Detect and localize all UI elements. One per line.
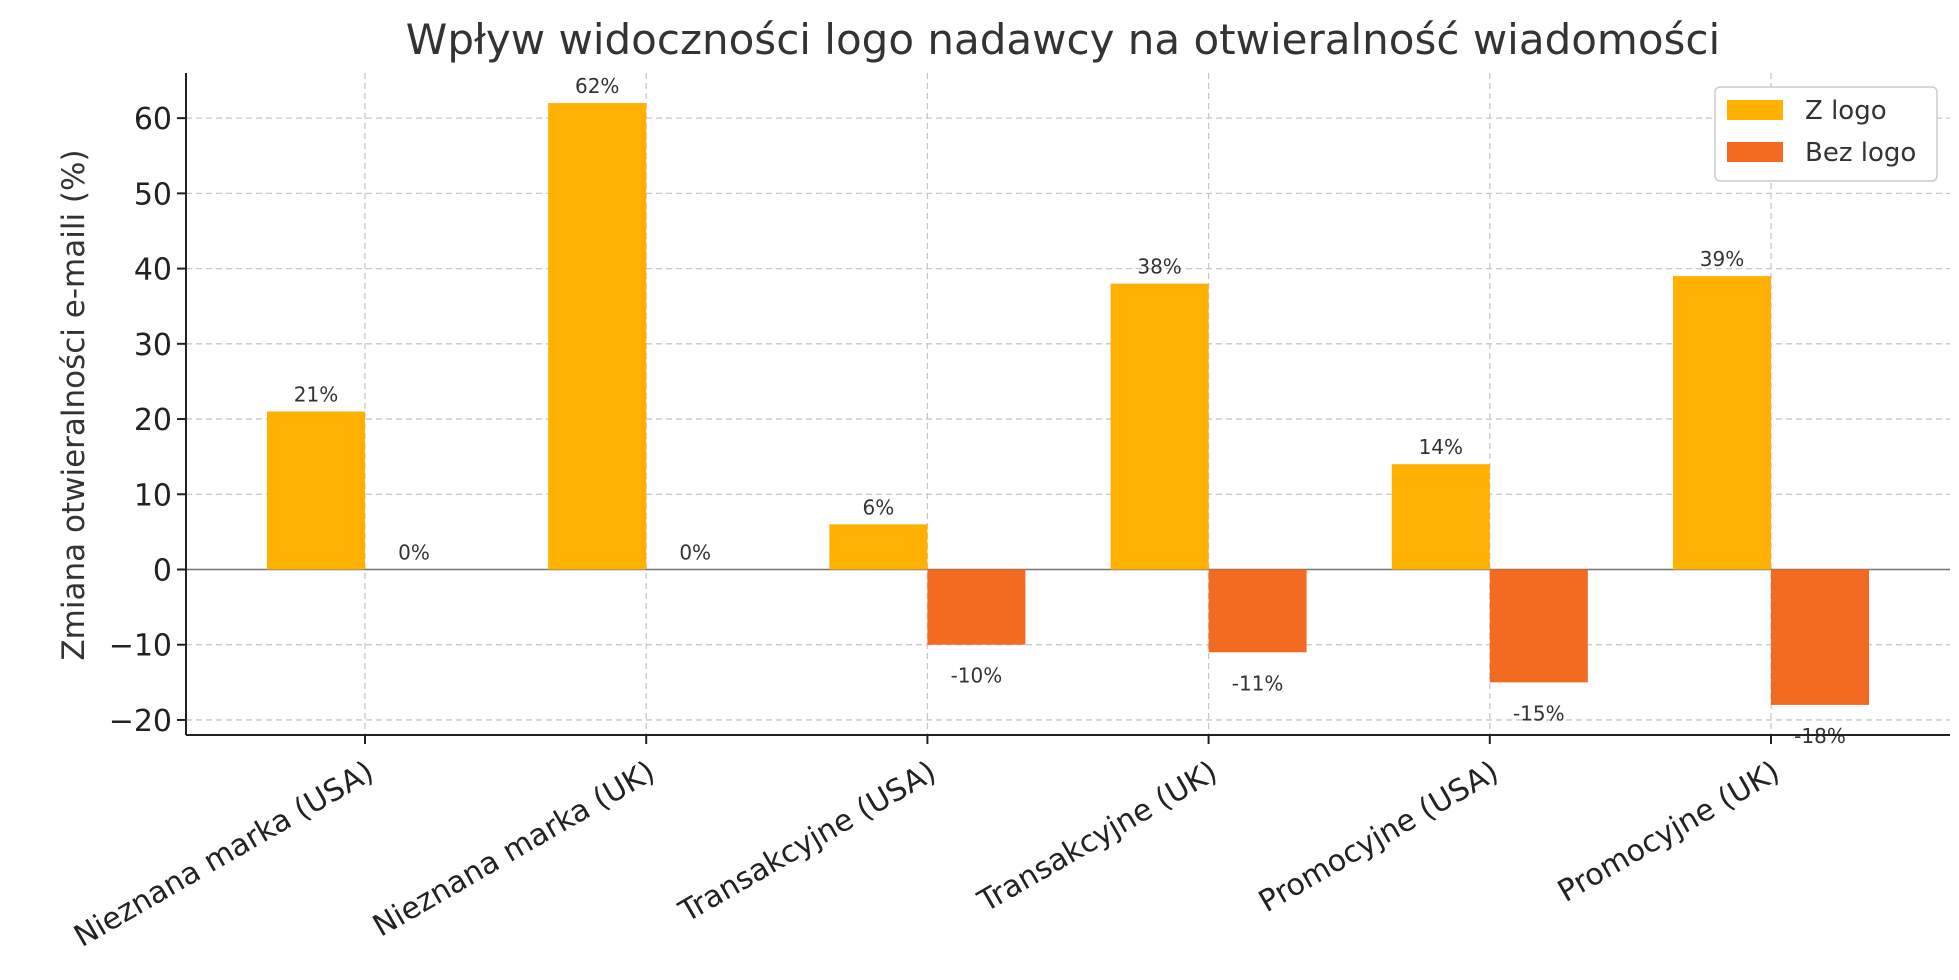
x-ticks: Nieznana marka (USA)Nieznana marka (UK) T… bbox=[68, 735, 1786, 954]
y-tick-label: 50 bbox=[134, 177, 172, 212]
bar-bez-logo bbox=[1208, 569, 1307, 653]
bar-z-logo bbox=[1110, 283, 1209, 570]
y-tick-label: 40 bbox=[134, 253, 172, 288]
y-tick-label: 60 bbox=[134, 102, 172, 137]
data-label: -10% bbox=[951, 664, 1003, 688]
x-tick-label: Transakcyjne (UK) bbox=[971, 754, 1223, 920]
x-tick-label: Nieznana marka (USA) bbox=[68, 754, 380, 954]
legend: Z logo Bez logo bbox=[1714, 86, 1938, 182]
x-tick-label: Nieznana marka (UK) bbox=[367, 754, 661, 944]
y-tick-label: −10 bbox=[109, 629, 172, 664]
x-tick-label: Promocyjne (USA) bbox=[1253, 754, 1505, 919]
data-label: 39% bbox=[1700, 247, 1744, 271]
legend-swatch-bez-logo bbox=[1727, 142, 1783, 162]
y-tick-label: 20 bbox=[134, 403, 172, 438]
data-label: 0% bbox=[398, 541, 430, 565]
bar-z-logo bbox=[267, 411, 365, 570]
data-label: -15% bbox=[1513, 701, 1565, 725]
bar-bez-logo bbox=[927, 569, 1026, 645]
bars bbox=[267, 103, 1869, 705]
bar-bez-logo bbox=[1489, 569, 1588, 683]
legend-label-z-logo: Z logo bbox=[1805, 96, 1887, 126]
legend-swatch-z-logo bbox=[1727, 100, 1783, 120]
y-tick-label: 30 bbox=[134, 328, 172, 363]
x-tick-label: Promocyjne (UK) bbox=[1552, 754, 1786, 909]
data-label: 14% bbox=[1419, 435, 1463, 459]
data-labels: 21%62%6%38%14%39%0% 0%-10% -11%-15%-18% bbox=[294, 74, 1846, 748]
data-label: 21% bbox=[294, 383, 338, 407]
data-label: 38% bbox=[1137, 255, 1181, 279]
y-tick-label: 0 bbox=[153, 554, 172, 589]
bar-z-logo bbox=[1391, 464, 1490, 570]
legend-label-bez-logo: Bez logo bbox=[1805, 138, 1916, 168]
bar-z-logo bbox=[829, 524, 928, 570]
data-label: 6% bbox=[863, 495, 895, 519]
data-label: -11% bbox=[1232, 671, 1284, 695]
x-tick-label: Transakcyjne (USA) bbox=[673, 754, 943, 930]
chart-title: Wpływ widoczności logo nadawcy na otwier… bbox=[406, 15, 1720, 64]
y-tick-label: 10 bbox=[134, 478, 172, 513]
bar-z-logo bbox=[1673, 276, 1771, 570]
y-tick-label: −20 bbox=[109, 704, 172, 739]
bar-bez-logo bbox=[1771, 569, 1869, 705]
data-label: 0% bbox=[679, 541, 711, 565]
data-label: 62% bbox=[575, 74, 619, 98]
y-ticks: −20 −10 0 10 20 30 40 50 60 bbox=[109, 102, 186, 739]
y-axis-label: Zmiana otwieralności e-maili (%) bbox=[56, 149, 92, 660]
bar-z-logo bbox=[548, 103, 647, 570]
